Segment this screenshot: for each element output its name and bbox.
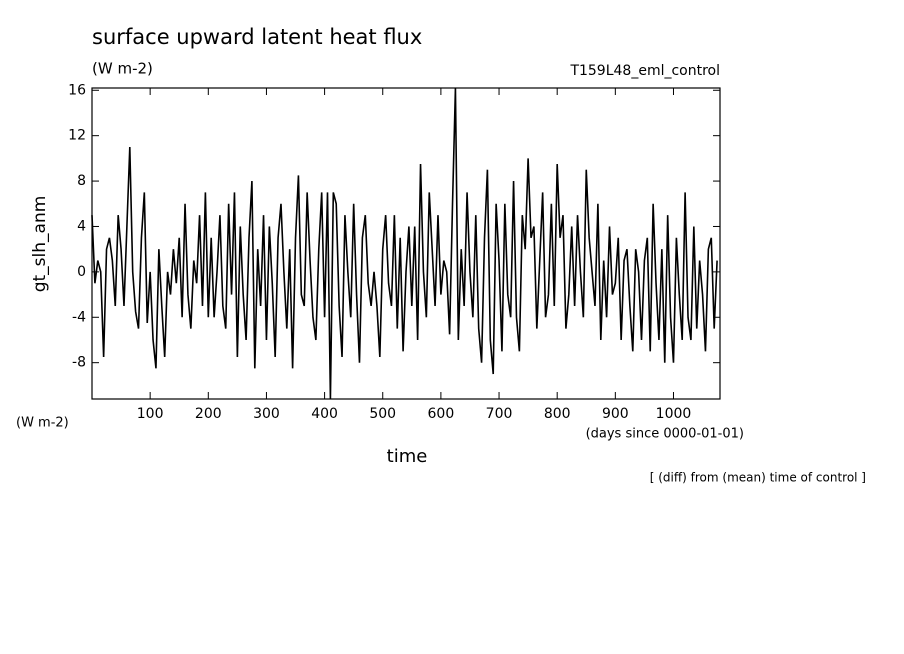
series-line: [91, 87, 718, 400]
y-tick-label: 16: [68, 82, 86, 98]
y-tick-label: -8: [72, 355, 86, 371]
x-tick-label: 500: [369, 406, 396, 422]
x-tick-label: 1000: [656, 406, 692, 422]
x-unit: (days since 0000-01-01): [586, 427, 744, 442]
chart-title: surface upward latent heat flux: [92, 25, 422, 49]
x-tick-label: 800: [544, 406, 571, 422]
y-tick-label: 4: [77, 218, 86, 234]
chart-subtitle: (W m-2): [92, 60, 153, 78]
y-tick-label: 12: [68, 128, 86, 144]
x-axis-label: time: [387, 446, 428, 467]
y-tick-label: 8: [77, 173, 86, 189]
x-tick-label: 200: [195, 406, 222, 422]
y-axis-label: gt_slh_anm: [30, 196, 50, 293]
x-tick-label: 400: [311, 406, 338, 422]
x-tick-label: 700: [486, 406, 513, 422]
y-tick-label: 0: [77, 264, 86, 280]
note: [ (diff) from (mean) time of control ]: [650, 471, 866, 485]
x-tick-label: 900: [602, 406, 629, 422]
y-unit: (W m-2): [16, 416, 69, 431]
x-tick-label: 300: [253, 406, 280, 422]
x-tick-label: 100: [137, 406, 164, 422]
x-tick-label: 600: [428, 406, 455, 422]
run-label: T159L48_eml_control: [569, 63, 720, 79]
y-tick-label: -4: [72, 309, 86, 325]
plot-frame: [91, 87, 721, 400]
